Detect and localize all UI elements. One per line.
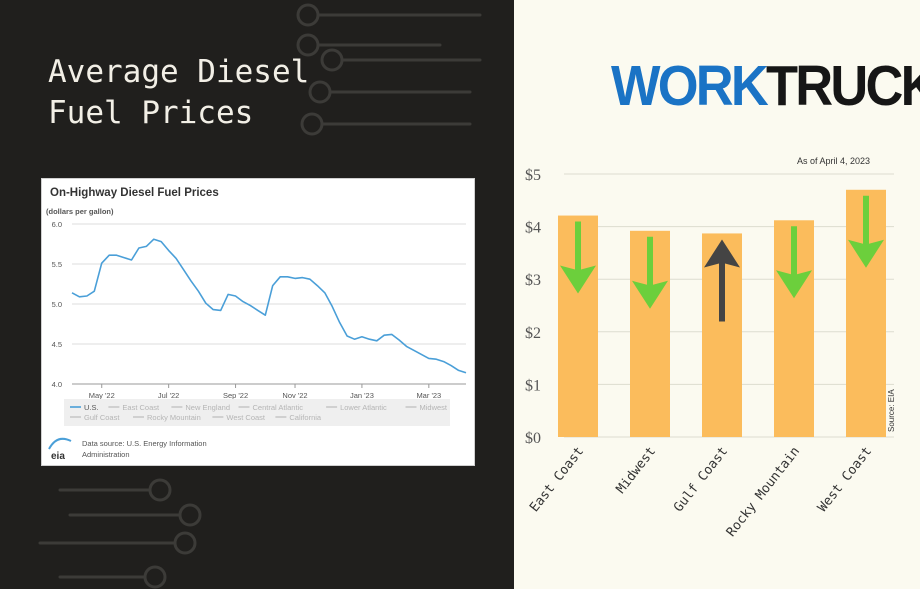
eia-x-tick-label: Mar '23 <box>416 391 441 400</box>
eia-x-tick-label: Nov '22 <box>282 391 307 400</box>
bar-y-tick-label: $1 <box>525 377 541 394</box>
worktruck-logo: WORKTRUCKTM <box>611 56 920 133</box>
eia-legend-item: U.S. <box>84 403 99 412</box>
eia-chart-card: On-Highway Diesel Fuel Prices (dollars p… <box>41 178 475 466</box>
eia-legend-item: California <box>289 413 322 422</box>
left-panel: Average Diesel Fuel Prices On-Highway Di… <box>0 0 514 589</box>
bar-chart-date-note: As of April 4, 2023 <box>797 156 870 166</box>
arrow-down-icon <box>776 226 812 299</box>
eia-logo: eia <box>48 437 72 462</box>
headline: Average Diesel Fuel Prices <box>48 52 309 134</box>
eia-line-chart: On-Highway Diesel Fuel Prices (dollars p… <box>46 187 467 462</box>
eia-legend-item: Midwest <box>420 403 448 412</box>
eia-x-tick-label: May '22 <box>89 391 115 400</box>
eia-legend-item: East Coast <box>122 403 160 412</box>
eia-legend-item: Central Atlantic <box>253 403 304 412</box>
bar-y-tick-label: $3 <box>525 272 541 289</box>
eia-legend-item: Rocky Mountain <box>147 413 201 422</box>
eia-x-ticks: May '22 Jul '22 Sep '22 Nov '22 Jan '23 Mar '… <box>89 384 441 400</box>
eia-y-tick-label: 5.5 <box>52 260 62 269</box>
bar-y-tick-label: $2 <box>525 325 541 342</box>
arrow-down-icon <box>848 195 884 268</box>
bar-x-label: Gulf Coast <box>671 444 731 515</box>
arrow-down-icon <box>632 236 668 309</box>
trend-arrows <box>560 195 884 322</box>
bar-chart-source: Source: EIA <box>887 389 896 432</box>
bar-series <box>558 189 886 437</box>
bar-y-tick-label: $5 <box>525 167 541 184</box>
eia-chart-ylabel: (dollars per gallon) <box>46 207 114 216</box>
arrow-down-icon <box>560 221 596 294</box>
bar-x-label: Rocky Mountain <box>724 444 803 540</box>
eia-y-ticks: 6.0 5.5 5.0 4.5 4.0 <box>52 220 62 389</box>
eia-x-tick-label: Jan '23 <box>350 391 374 400</box>
eia-y-tick-label: 4.5 <box>52 340 62 349</box>
eia-source-line-1: Data source: U.S. Energy Information <box>82 439 207 448</box>
bar-x-label: West Coast <box>815 444 875 515</box>
eia-legend-item: Gulf Coast <box>84 413 120 422</box>
eia-legend-item: Lower Atlantic <box>340 403 387 412</box>
eia-y-tick-label: 6.0 <box>52 220 62 229</box>
headline-line-1: Average Diesel <box>48 54 310 90</box>
eia-legend-box <box>64 399 450 426</box>
eia-legend: U.S. East Coast New England Central Atlanti… <box>70 403 448 422</box>
eia-logo-text: eia <box>51 451 65 462</box>
bar-y-tick-label: $0 <box>525 430 541 447</box>
right-panel: WORKTRUCKTM As of April 4, 2023 $0 $1 $2 $3… <box>514 0 920 589</box>
eia-x-tick-label: Sep '22 <box>223 391 248 400</box>
arrow-up-icon <box>704 239 740 322</box>
eia-y-tick-label: 5.0 <box>52 300 62 309</box>
logo-part-truck: TRUCK <box>765 54 920 118</box>
bar-y-ticks: $0 $1 $2 $3 $4 $5 <box>525 167 541 447</box>
eia-legend-item: West Coast <box>226 413 266 422</box>
eia-legend-item: New England <box>185 403 230 412</box>
eia-chart-title: On-Highway Diesel Fuel Prices <box>50 187 219 199</box>
logo-part-work: WORK <box>611 54 769 118</box>
bar-x-label: Midwest <box>614 444 660 496</box>
headline-line-2: Fuel Prices <box>48 95 254 131</box>
eia-x-tick-label: Jul '22 <box>158 391 179 400</box>
eia-source-line-2: Administration <box>82 450 130 459</box>
bar-x-label: East Coast <box>527 444 587 515</box>
circuit-decoration <box>38 3 482 589</box>
bar-grid <box>564 173 894 438</box>
bar-y-tick-label: $4 <box>525 220 541 237</box>
eia-y-tick-label: 4.0 <box>52 380 62 389</box>
eia-series-us-line <box>71 238 467 374</box>
eia-grid <box>72 223 466 385</box>
regional-bar-chart: As of April 4, 2023 $0 $1 $2 $3 $4 $5 East Co… <box>525 156 896 540</box>
